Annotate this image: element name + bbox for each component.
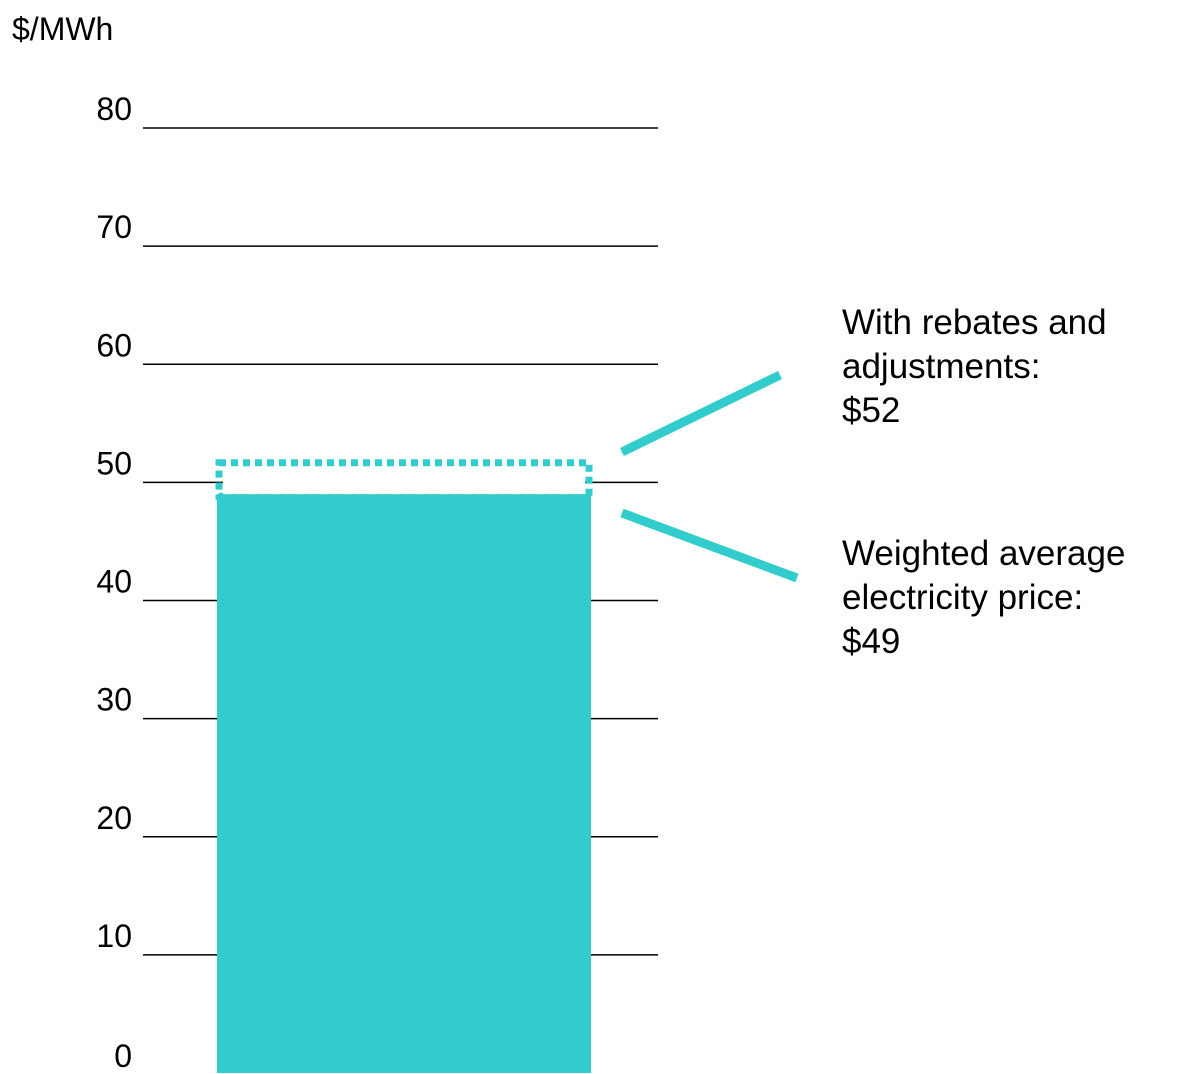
annotation-arrow [620, 508, 799, 583]
y-tick-label: 20 [96, 800, 132, 836]
y-tick-label: 60 [96, 327, 132, 363]
y-axis-unit-label: $/MWh [12, 11, 113, 47]
y-tick-label: 50 [96, 445, 132, 481]
annotation-line: electricity price: [842, 578, 1083, 617]
y-tick-label: 70 [96, 209, 132, 245]
bars [215, 459, 593, 1073]
annotation-line: adjustments: [842, 347, 1040, 386]
annotations: With rebates and adjustments: $52 Weighted … [620, 303, 1125, 661]
annotation-line: With rebates and [842, 303, 1107, 342]
y-tick-label: 10 [96, 918, 132, 954]
bar-adjusted-interior [223, 466, 585, 495]
y-tick-label: 0 [114, 1038, 132, 1074]
annotation-text: With rebates and adjustments: $52 [842, 303, 1107, 430]
bar-weighted-average [217, 494, 591, 1073]
y-tick-labels: 0 10 20 30 40 50 60 70 80 [96, 91, 132, 1074]
annotation-arrow [620, 370, 782, 457]
annotation-text: Weighted average electricity price: $49 [842, 534, 1125, 661]
y-tick-label: 40 [96, 564, 132, 600]
annotation-line: $52 [842, 391, 900, 430]
y-tick-label: 80 [96, 91, 132, 127]
y-tick-label: 30 [96, 682, 132, 718]
annotation-line: $49 [842, 622, 900, 661]
annotation-line: Weighted average [842, 534, 1125, 573]
